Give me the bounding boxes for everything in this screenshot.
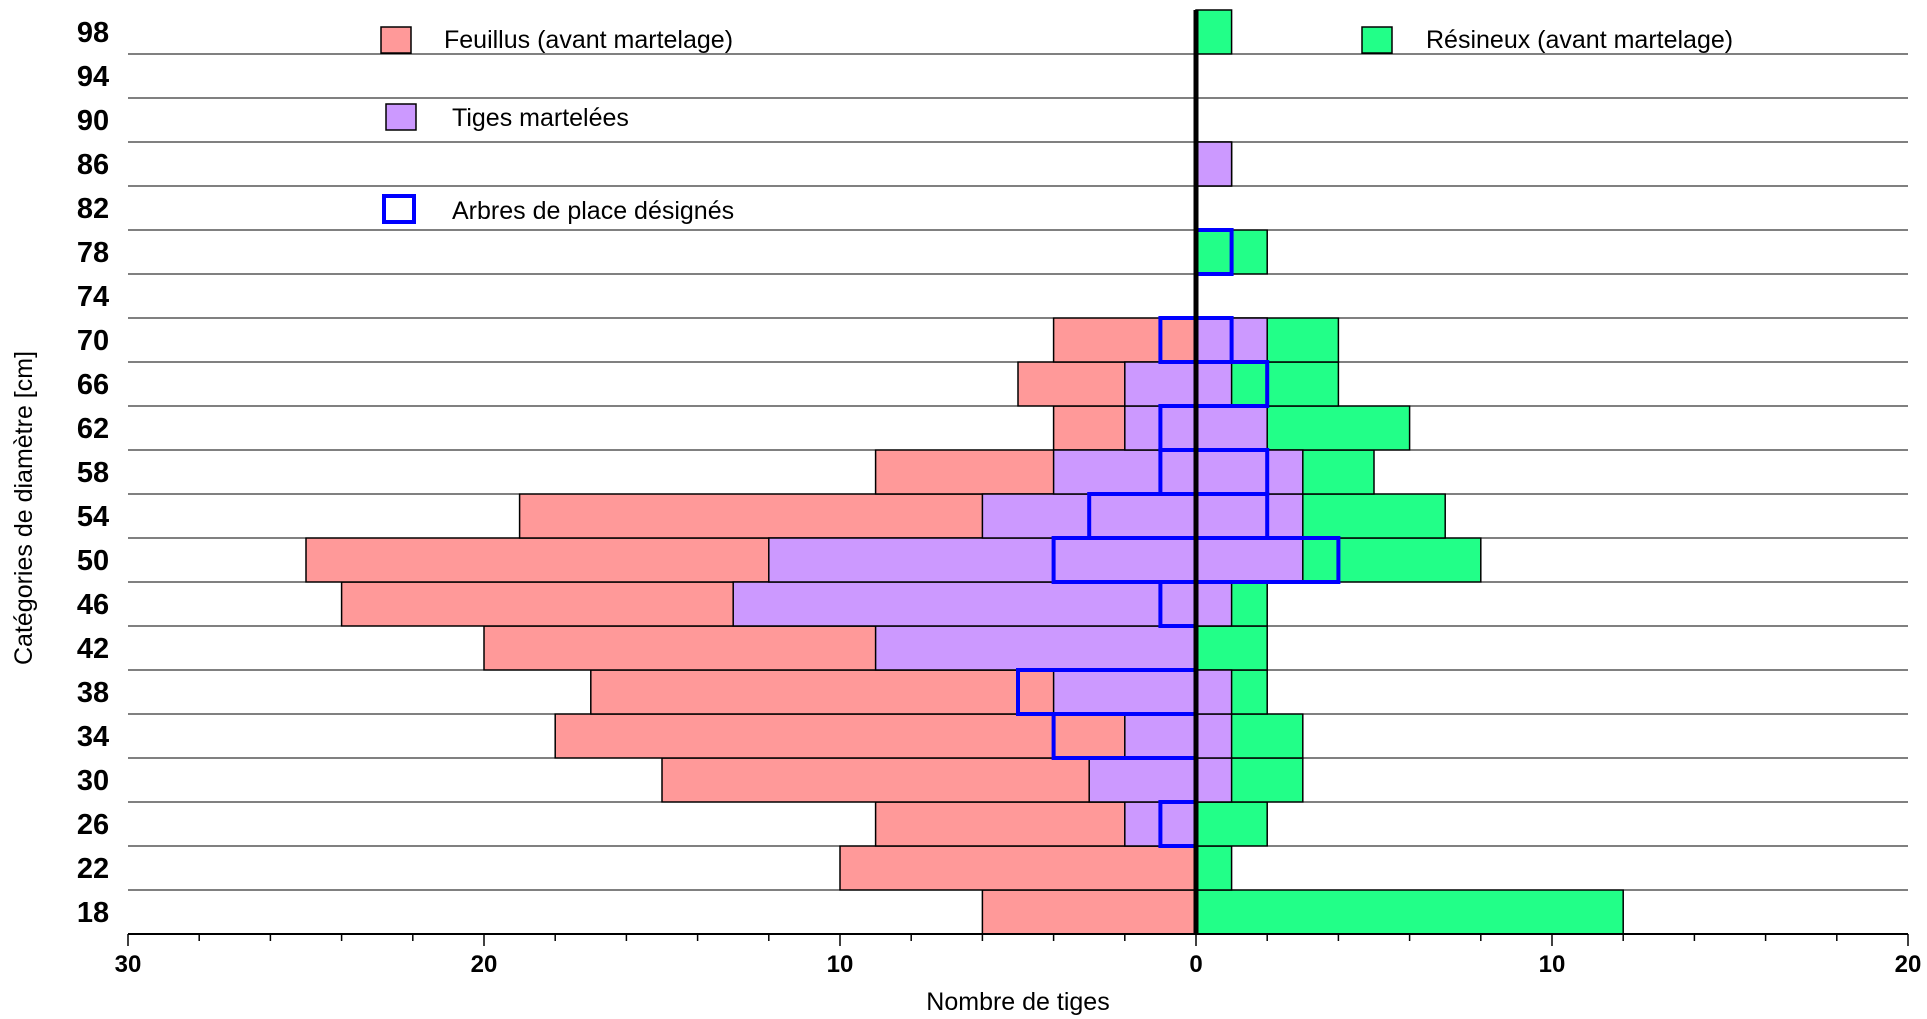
legend-swatch-arbres-de-place: [382, 194, 416, 224]
x-axis-title: Nombre de tiges: [926, 988, 1109, 1016]
bar-tiges-martelees-left-38: [1052, 669, 1197, 715]
legend-swatch-feuillus: [380, 26, 412, 54]
bar-feuillus-left-22: [839, 845, 1197, 891]
y-tick-label: 18: [77, 897, 109, 929]
x-tick-label: 10: [1539, 951, 1566, 978]
legend-label-resineux: Résineux (avant martelage): [1426, 26, 1733, 54]
bar-tiges-martelees-right-54: [1195, 493, 1304, 539]
bar-resineux-right-18: [1195, 889, 1624, 935]
y-tick-label: 86: [77, 149, 109, 181]
y-tick-label: 34: [77, 721, 109, 753]
y-tick-label: 50: [77, 545, 109, 577]
x-axis: 30 20 10 0 10 20: [115, 933, 1922, 978]
bar-feuillus-left-34: [554, 713, 1197, 759]
bar-feuillus-left-18: [981, 889, 1197, 935]
bar-resineux-right-42: [1195, 625, 1268, 671]
bar-tiges-martelees-left-46: [732, 581, 1197, 627]
bar-feuillus-left-70: [1052, 317, 1197, 363]
y-tick-label: 26: [77, 809, 109, 841]
y-tick-label: 78: [77, 237, 109, 269]
y-tick-label: 94: [77, 61, 109, 93]
bar-tiges-martelees-right-62: [1195, 405, 1268, 451]
y-tick-label: 66: [77, 369, 109, 401]
y-axis-tick-labels: 18 22 26 30 34 38 42 46 50 54 58 62 66 70 74 78 82 86 90 94…: [77, 17, 109, 929]
y-tick-label: 82: [77, 193, 109, 225]
y-tick-label: 74: [77, 281, 109, 313]
y-tick-label: 54: [77, 501, 109, 533]
bar-tiges-martelees-right-50: [1195, 537, 1304, 583]
bar-tiges-martelees-right-86: [1195, 141, 1233, 187]
legend-label-feuillus: Feuillus (avant martelage): [444, 26, 733, 54]
legend-swatch-tiges-martelees: [385, 103, 417, 131]
bar-resineux-right-22: [1195, 845, 1233, 891]
y-tick-label: 58: [77, 457, 109, 489]
bar-resineux-right-26: [1195, 801, 1268, 847]
bar-tiges-martelees-right-58: [1195, 449, 1304, 495]
bar-tiges-martelees-left-42: [874, 625, 1197, 671]
bar-tiges-martelees-left-50: [768, 537, 1197, 583]
legend-label-tiges-martelees: Tiges martelées: [452, 104, 629, 132]
y-tick-label: 30: [77, 765, 109, 797]
bar-tiges-martelees-right-30: [1195, 757, 1233, 803]
y-axis-title: Catégories de diamètre [cm]: [10, 351, 38, 665]
x-tick-label: 20: [1895, 951, 1922, 978]
legend-swatch-resineux: [1361, 26, 1393, 54]
y-tick-label: 90: [77, 105, 109, 137]
x-tick-label: 20: [471, 951, 498, 978]
x-tick-label: 30: [115, 951, 142, 978]
bar-resineux-right-98: [1195, 9, 1233, 55]
bar-tiges-martelees-right-34: [1195, 713, 1233, 759]
bar-tiges-martelees-left-66: [1124, 361, 1197, 407]
y-tick-label: 42: [77, 633, 109, 665]
legend-label-arbres-de-place: Arbres de place désignés: [452, 197, 734, 225]
bar-tiges-martelees-right-46: [1195, 581, 1233, 627]
bar-tiges-martelees-left-30: [1088, 757, 1197, 803]
x-tick-label: 10: [827, 951, 854, 978]
y-tick-label: 62: [77, 413, 109, 445]
legend: Feuillus (avant martelage) Résineux (ava…: [380, 26, 1733, 225]
bar-tiges-martelees-left-58: [1052, 449, 1197, 495]
bar-tiges-martelees-right-38: [1195, 669, 1233, 715]
y-tick-label: 22: [77, 853, 109, 885]
y-tick-label: 46: [77, 589, 109, 621]
bar-tiges-martelees-right-66: [1195, 361, 1233, 407]
y-tick-label: 98: [77, 17, 109, 49]
y-tick-label: 70: [77, 325, 109, 357]
y-tick-label: 38: [77, 677, 109, 709]
x-tick-label: 0: [1189, 951, 1202, 978]
series-tiges-martelees: [732, 141, 1304, 847]
bar-tiges-martelees-left-34: [1124, 713, 1197, 759]
